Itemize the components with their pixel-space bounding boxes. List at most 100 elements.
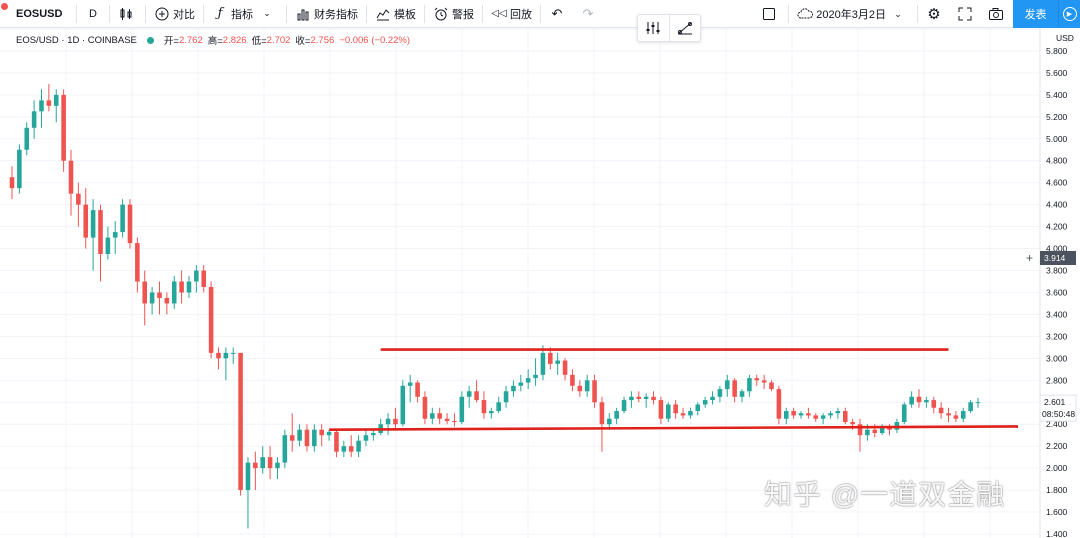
replay-button[interactable]: ◁◁ 回放 [485,0,538,28]
price-tick-label: 5.200 [1046,112,1068,122]
price-chart[interactable]: 5.800 5.600 5.400 5.200 5.000 4.800 4.600 4.400… [0,28,1080,538]
candle-body [334,431,339,452]
play-button[interactable]: ▶ [1058,0,1080,28]
interval-button[interactable]: D [79,0,107,28]
candle-body [76,193,81,205]
candle-body [533,374,538,379]
drawing-settings-button[interactable] [638,15,669,41]
alert-button[interactable]: 警报 [427,0,480,28]
candle [53,89,59,123]
candle [142,270,148,326]
candle-body [909,396,914,405]
price-axis[interactable]: 5.800 5.600 5.400 5.200 5.000 4.800 4.600 4.400… [1026,28,1080,538]
candle [592,374,597,408]
candle [61,89,66,172]
candle [511,380,516,397]
indicators-button[interactable]: ƒ 指标 ⌄ [206,0,284,28]
candle-body [555,360,560,364]
candle [363,429,369,447]
candle [938,402,944,419]
candle-body [960,411,966,419]
candle-body [61,94,66,161]
candle-body [651,396,656,401]
divider [788,5,790,23]
symbol-search[interactable]: EOSUSD [0,0,74,28]
candle-body [142,281,148,304]
candle-body [835,411,841,414]
candle [68,149,74,216]
candle [621,396,627,414]
candle-body [17,149,22,189]
price-tick-label: 5.600 [1046,68,1068,78]
candle [754,374,760,386]
candle-body [666,404,671,419]
date-button[interactable]: 2020年3月2日 ⌄ [791,0,915,28]
chart-type-button[interactable] [112,0,143,28]
candle-body [953,415,959,419]
layout-button[interactable] [755,0,786,28]
candle-body [238,352,243,491]
templates-button[interactable]: 模板 [369,0,422,28]
divider [424,4,425,23]
cloud-icon [797,6,814,22]
candle-body [326,431,332,436]
top-toolbar: EOSUSD D 对比 ƒ 指标 ⌄ 财务指标 模板 [0,0,1080,28]
publish-label: 发表 [1024,9,1047,21]
undo-button[interactable]: ↶ [543,0,574,28]
price-tick-label: 3.000 [1046,353,1068,363]
candle [157,281,162,315]
candle-body [422,396,428,419]
candle-body [363,435,369,441]
add-alert-icon[interactable]: + [1026,251,1033,265]
candle [548,347,553,370]
candle [607,413,612,430]
interval-label: D [89,7,97,20]
candle [17,144,22,194]
candle [194,265,199,293]
candle-body [415,382,420,397]
candle-body [968,402,973,412]
publish-button[interactable]: 发表 [1013,0,1058,28]
candle [791,407,796,419]
candle [562,358,568,381]
candle-body [164,297,170,304]
candle-body [511,385,516,392]
visibility-dot-icon[interactable] [146,36,154,44]
redo-button[interactable]: ↷ [574,0,605,28]
candle-body [24,127,30,150]
candle-body [253,462,258,469]
fullscreen-button[interactable] [951,0,982,28]
candle [430,407,435,425]
candle-body [747,378,752,392]
candle [76,182,81,227]
candle-body [739,391,745,397]
candle [319,424,324,447]
candle [724,374,730,397]
trendline-tool-button[interactable] [668,15,701,41]
candle [90,199,96,271]
candle [223,347,229,381]
candle-body [348,446,354,452]
candle-body [525,378,531,383]
candle [747,374,752,397]
financials-button[interactable]: 财务指标 [289,0,364,28]
candle [171,276,177,309]
candle-body [503,391,509,403]
trendline-icon [677,22,692,35]
candle-body [636,396,642,399]
support-line[interactable] [329,425,1019,432]
candle-body [842,411,848,423]
candle-body [371,433,376,436]
candle-body [754,378,760,381]
candle-body [459,396,465,423]
candle-body [208,286,214,353]
drawing-toolbar [637,14,701,42]
snapshot-button[interactable] [982,0,1013,28]
candle [179,270,184,304]
candle-body [614,411,619,419]
settings-button[interactable]: ⚙ [920,0,951,28]
candle [275,457,280,480]
candles-icon [118,6,134,22]
candle-body [901,404,907,423]
compare-button[interactable]: 对比 [148,0,201,28]
